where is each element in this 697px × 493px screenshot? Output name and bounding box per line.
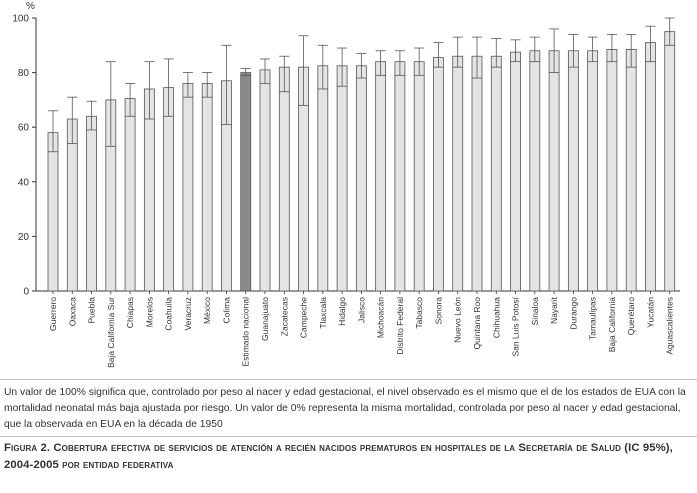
bar <box>394 61 406 292</box>
x-tick-label: Morelos <box>144 297 154 327</box>
bar <box>201 83 213 292</box>
divider <box>0 379 697 380</box>
bar <box>375 61 387 292</box>
bar <box>625 48 637 292</box>
y-tick-label: 40 <box>18 177 30 188</box>
bar <box>567 50 579 292</box>
y-tick-label: 20 <box>18 232 30 243</box>
x-tick-label: Veracruz <box>183 297 193 331</box>
x-tick-label: Zacatecas <box>279 297 289 336</box>
x-tick-label: Coahuila <box>164 297 174 331</box>
bar <box>413 61 425 292</box>
x-tick-label: Yucatán <box>645 297 655 328</box>
bar <box>548 50 560 292</box>
bar <box>182 83 194 292</box>
bar <box>606 48 618 292</box>
y-tick-label: 60 <box>18 123 30 134</box>
x-tick-label: Colima <box>221 297 231 324</box>
bar <box>587 50 599 292</box>
y-tick-label: 100 <box>12 14 29 25</box>
x-tick-label: Michoacán <box>376 297 386 338</box>
bar <box>471 55 483 292</box>
y-axis-label: % <box>26 1 35 12</box>
x-tick-label: México <box>202 297 212 324</box>
y-tick-label: 0 <box>23 287 29 298</box>
x-tick-label: Puebla <box>87 297 97 324</box>
bar <box>259 69 271 292</box>
bar <box>452 55 464 292</box>
x-tick-label: Oaxaca <box>67 297 77 327</box>
bar <box>240 72 252 292</box>
x-tick-label: Distrito Federal <box>395 297 405 355</box>
bar <box>278 66 290 292</box>
bar <box>86 115 97 292</box>
x-tick-label: Baja California Sur <box>106 297 116 368</box>
x-tick-label: Tamaulipas <box>588 297 598 340</box>
x-tick-label: Baja California <box>607 297 617 353</box>
x-tick-label: Quintana Roo <box>472 297 482 350</box>
x-tick-label: Jalisco <box>356 297 366 323</box>
bar <box>664 31 676 292</box>
bar <box>317 65 329 292</box>
x-tick-label: Guerrero <box>48 297 58 331</box>
x-tick-label: Nuevo León <box>453 297 463 343</box>
x-tick-label: Nayarit <box>549 296 559 324</box>
bar <box>490 55 502 292</box>
bar <box>124 98 136 292</box>
bar <box>645 42 656 292</box>
x-tick-label: Campeche <box>299 297 309 338</box>
bar <box>355 65 367 292</box>
bar <box>336 65 348 292</box>
figure-caption: Figura 2. Cobertura efectiva de servicio… <box>4 442 673 471</box>
bar <box>66 118 78 292</box>
bar-chart: % 0 20 40 60 80 100 Guerrero Oaxaca Puebla Baja Ca… <box>12 1 680 368</box>
y-tick-label: 80 <box>18 68 30 79</box>
x-tick-label: Hidalgo <box>337 297 347 326</box>
bar <box>510 51 521 292</box>
x-tick-label: Tlaxcala <box>318 297 328 329</box>
x-tick-label: Querétaro <box>626 297 636 336</box>
bar <box>529 50 541 292</box>
x-tick-label: Aguascalientes <box>665 297 675 355</box>
x-tick-label: Chihuahua <box>491 297 501 338</box>
x-tick-label: San Luis Potosí <box>511 296 521 356</box>
x-tick-label: Chiapas <box>125 297 135 328</box>
x-tick-label: Estimado nacional <box>241 297 251 367</box>
divider <box>0 436 697 437</box>
x-tick-label: Sonora <box>433 297 443 325</box>
x-tick-label: Sinaloa <box>530 297 540 326</box>
x-tick-label: Guanajuato <box>260 297 270 341</box>
x-tick-label: Tabasco <box>414 297 424 329</box>
bar <box>433 57 444 292</box>
x-tick-label: Durango <box>568 297 578 330</box>
chart-note: Un valor de 100% significa que, controla… <box>4 387 686 430</box>
bar <box>163 87 175 292</box>
bar <box>47 132 59 292</box>
